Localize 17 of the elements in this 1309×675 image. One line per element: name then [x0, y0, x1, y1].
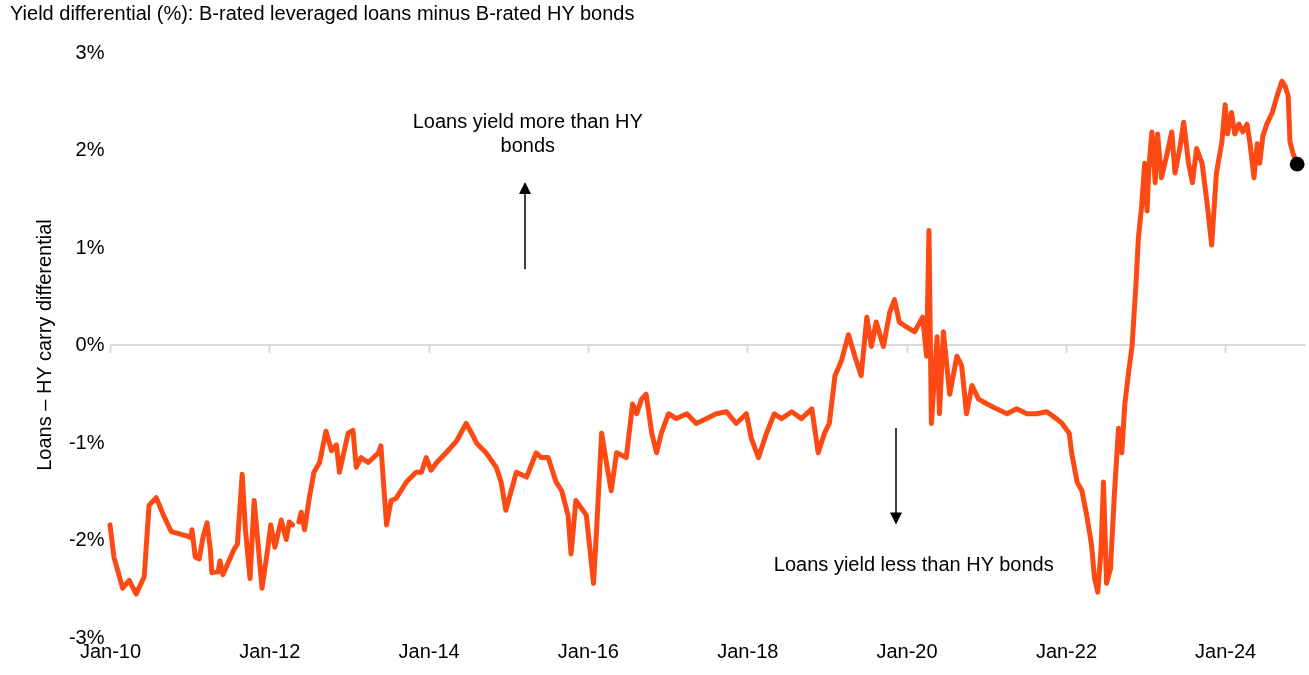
y-tick-label: 0%	[75, 333, 105, 355]
x-tick-label: Jan-14	[398, 639, 460, 662]
y-tick-label: 3%	[75, 40, 105, 63]
y-tick-label: 2%	[75, 138, 105, 160]
x-tick-label: Jan-22	[1035, 639, 1098, 662]
annotation: Loans yield more than HY bonds	[411, 109, 644, 158]
chart-title: Yield differential (%): B-rated leveraged loans minus B-rated HY bonds	[10, 2, 635, 24]
x-tick-label: Jan-18	[717, 639, 779, 662]
x-tick-label: Jan-16	[557, 639, 619, 662]
y-tick-label: 1%	[75, 235, 105, 258]
y-tick-label: -1%	[68, 430, 105, 453]
y-tick-label: -2%	[68, 528, 105, 550]
y-axis-title: Loans – HY carry differential	[32, 219, 55, 471]
x-tick-label: Jan-12	[239, 639, 301, 662]
annotation: Loans yield less than HY bonds	[772, 551, 1055, 576]
x-tick-label: Jan-24	[1195, 639, 1257, 662]
x-tick-label: Jan-20	[876, 639, 938, 662]
